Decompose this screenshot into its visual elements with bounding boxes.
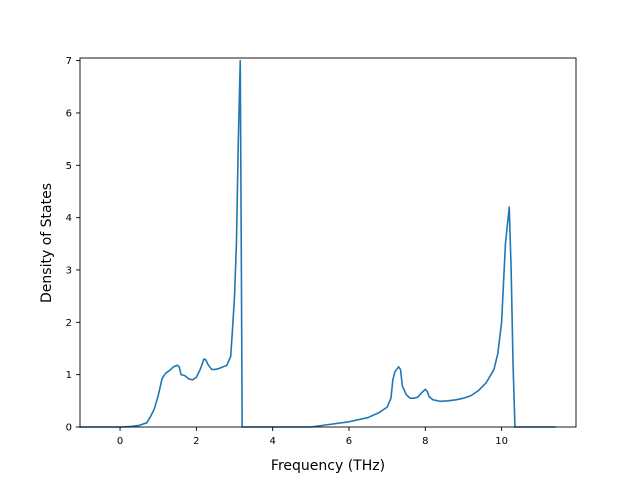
y-tick-label: 2 (66, 318, 72, 329)
x-tick-label: 10 (495, 436, 508, 447)
y-tick-label: 5 (66, 161, 72, 172)
x-tick-label: 2 (193, 436, 199, 447)
x-axis-label: Frequency (THz) (271, 458, 385, 474)
y-tick-label: 0 (66, 423, 72, 434)
x-tick-label: 8 (422, 436, 428, 447)
axes-frame (79, 57, 577, 428)
y-tick-label: 6 (66, 108, 72, 119)
y-tick-label: 3 (66, 265, 72, 276)
x-tick-label: 4 (269, 436, 275, 447)
y-tick-label: 1 (66, 370, 72, 381)
y-axis-label: Density of States (39, 183, 55, 303)
axes: 0 2 4 6 8 10 0 1 2 3 4 5 6 7 (66, 56, 577, 447)
x-tick-label: 0 (117, 436, 123, 447)
y-tick-label: 7 (66, 56, 72, 67)
x-tick-label: 6 (346, 436, 352, 447)
y-tick-label: 4 (66, 213, 72, 224)
